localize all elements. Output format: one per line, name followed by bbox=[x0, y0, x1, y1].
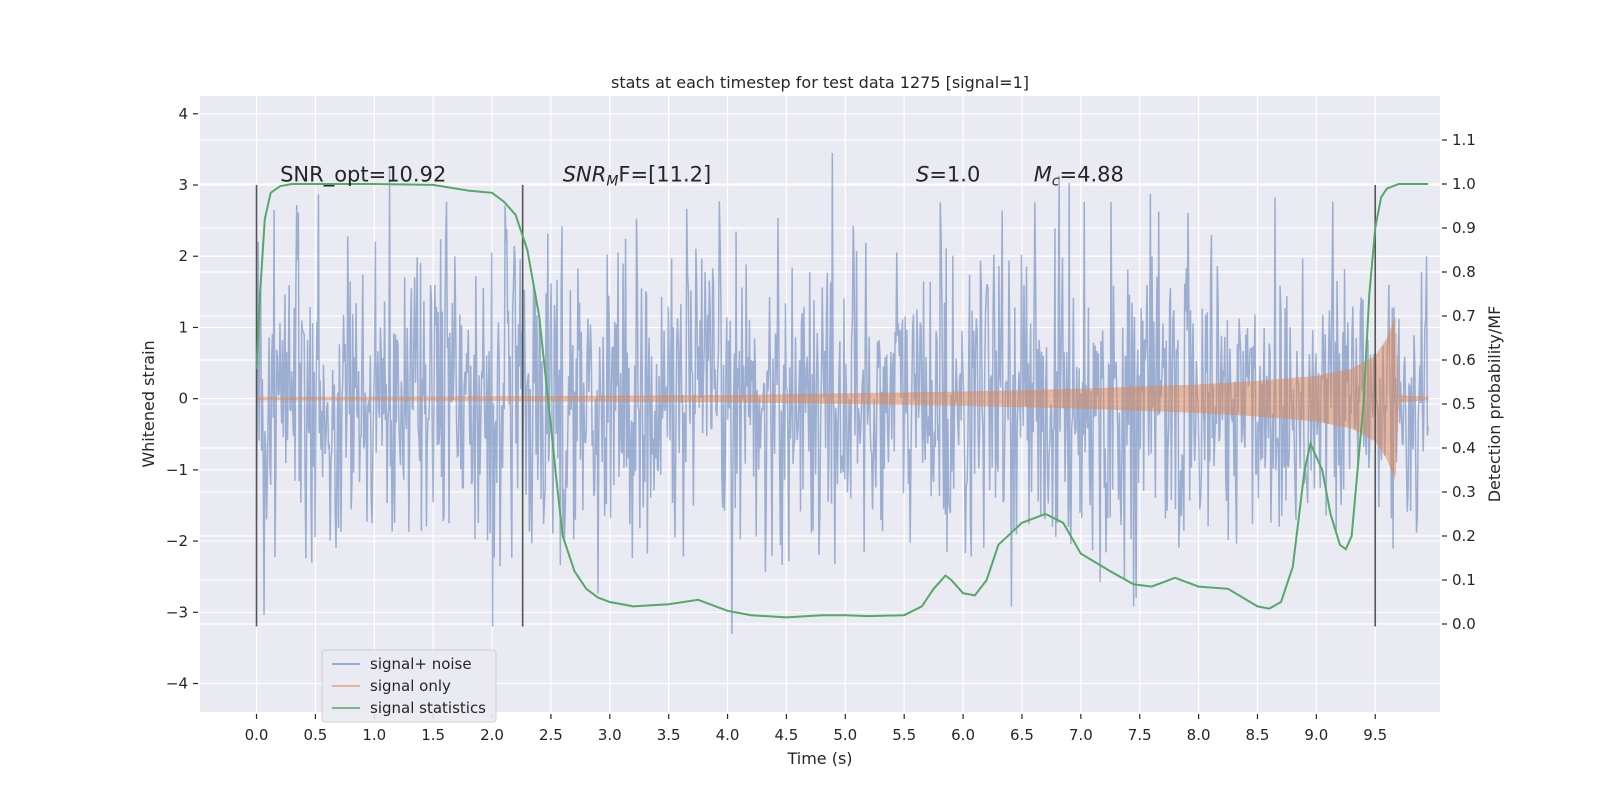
annotation-s-rest: =1.0 bbox=[929, 162, 980, 186]
annotation-s-main: S bbox=[916, 162, 929, 186]
signal-only-line bbox=[255, 317, 1429, 479]
annotation-mc: Mc=4.88 bbox=[1034, 162, 1124, 189]
y2-tick-label-9: 0.9 bbox=[1452, 219, 1476, 237]
y-tick-label-6: 2 bbox=[178, 247, 188, 265]
y2-tick-label-7: 0.7 bbox=[1452, 307, 1476, 325]
legend-label-signal-only: signal only bbox=[370, 677, 451, 695]
y-axis-ticks: −4 −3 −2 −1 0 1 2 3 4 bbox=[166, 105, 198, 693]
y2-tick-label-6: 0.6 bbox=[1452, 351, 1476, 369]
x-tick-label-13: 6.5 bbox=[1010, 726, 1034, 744]
legend-box bbox=[321, 649, 497, 723]
annotation-mc-main: M bbox=[1034, 162, 1052, 186]
legend-label-signal-statistics: signal statistics bbox=[370, 699, 486, 717]
chart-title: stats at each timestep for test data 127… bbox=[611, 73, 1029, 92]
y2-tick-label-8: 0.8 bbox=[1452, 263, 1476, 281]
x-tick-label-19: 9.5 bbox=[1363, 726, 1387, 744]
y-tick-label-0: −4 bbox=[166, 675, 188, 693]
x-tick-label-3: 1.5 bbox=[421, 726, 445, 744]
annotations: SNR_opt=10.92 SNRMF=[11.2] S=1.0 Mc=4.88 bbox=[280, 162, 1124, 189]
x-tick-label-10: 5.0 bbox=[833, 726, 857, 744]
y2-tick-label-10: 1.0 bbox=[1452, 175, 1476, 193]
annotation-mc-sub: c bbox=[1052, 173, 1060, 189]
x-tick-label-1: 0.5 bbox=[303, 726, 327, 744]
x-tick-label-5: 2.5 bbox=[539, 726, 563, 744]
x-tick-label-11: 5.5 bbox=[892, 726, 916, 744]
x-tick-label-8: 4.0 bbox=[716, 726, 740, 744]
x-tick-label-0: 0.0 bbox=[245, 726, 269, 744]
y2-tick-label-0: 0.0 bbox=[1452, 615, 1476, 633]
annotation-snr-opt: SNR_opt=10.92 bbox=[280, 162, 446, 187]
legend: signal+ noise signal only signal statist… bbox=[321, 649, 497, 723]
y-tick-label-4: 0 bbox=[178, 390, 188, 408]
x-tick-label-14: 7.0 bbox=[1069, 726, 1093, 744]
y2-tick-label-4: 0.4 bbox=[1452, 439, 1476, 457]
signal-statistics-series bbox=[255, 183, 1429, 619]
annotation-s: S=1.0 bbox=[916, 162, 980, 186]
vertical-markers bbox=[255, 185, 1377, 627]
x-tick-label-9: 4.5 bbox=[775, 726, 799, 744]
x-tick-label-2: 1.0 bbox=[362, 726, 386, 744]
y2-tick-label-3: 0.3 bbox=[1452, 483, 1476, 501]
y2-axis-ticks: 0.0 0.1 0.2 0.3 0.4 0.5 0.6 0.7 0.8 0.9 1.0 1.1 bbox=[1442, 131, 1476, 633]
annotation-snr-mf-rest: F=[11.2] bbox=[618, 162, 711, 186]
y2-tick-label-2: 0.2 bbox=[1452, 527, 1476, 545]
y2-tick-label-11: 1.1 bbox=[1452, 131, 1476, 149]
legend-label-signal-noise: signal+ noise bbox=[370, 655, 472, 673]
x-tick-label-4: 2.0 bbox=[480, 726, 504, 744]
annotation-mc-rest: =4.88 bbox=[1060, 162, 1124, 186]
y-tick-label-7: 3 bbox=[178, 176, 188, 194]
x-tick-label-16: 8.0 bbox=[1187, 726, 1211, 744]
y-axis-label: Whitened strain bbox=[139, 340, 158, 467]
x-tick-label-6: 3.0 bbox=[598, 726, 622, 744]
y-tick-label-3: −1 bbox=[166, 461, 188, 479]
x-axis-ticks: 0.0 0.5 1.0 1.5 2.0 2.5 3.0 3.5 4.0 4.5 5.0 5.5 6.0 6… bbox=[245, 714, 1387, 744]
x-tick-label-18: 9.0 bbox=[1304, 726, 1328, 744]
y-tick-label-1: −3 bbox=[166, 603, 188, 621]
signal-only-series bbox=[255, 317, 1429, 479]
y-tick-label-8: 4 bbox=[178, 105, 188, 123]
signal-statistics-line bbox=[255, 183, 1429, 619]
x-tick-label-17: 8.5 bbox=[1246, 726, 1270, 744]
annotation-snr-mf-main: SNR bbox=[563, 162, 607, 186]
x-tick-label-12: 6.0 bbox=[951, 726, 975, 744]
y-tick-label-5: 1 bbox=[178, 318, 188, 336]
x-axis-label: Time (s) bbox=[786, 749, 852, 768]
y2-axis-label: Detection probability/MF bbox=[1485, 306, 1504, 503]
annotation-snr-mf-sub: M bbox=[606, 173, 618, 189]
y-tick-label-2: −2 bbox=[166, 532, 188, 550]
y2-tick-label-1: 0.1 bbox=[1452, 571, 1476, 589]
y2-tick-label-5: 0.5 bbox=[1452, 395, 1476, 413]
x-tick-label-7: 3.5 bbox=[657, 726, 681, 744]
x-tick-label-15: 7.5 bbox=[1128, 726, 1152, 744]
annotation-snr-mf: SNRMF=[11.2] bbox=[563, 162, 712, 189]
